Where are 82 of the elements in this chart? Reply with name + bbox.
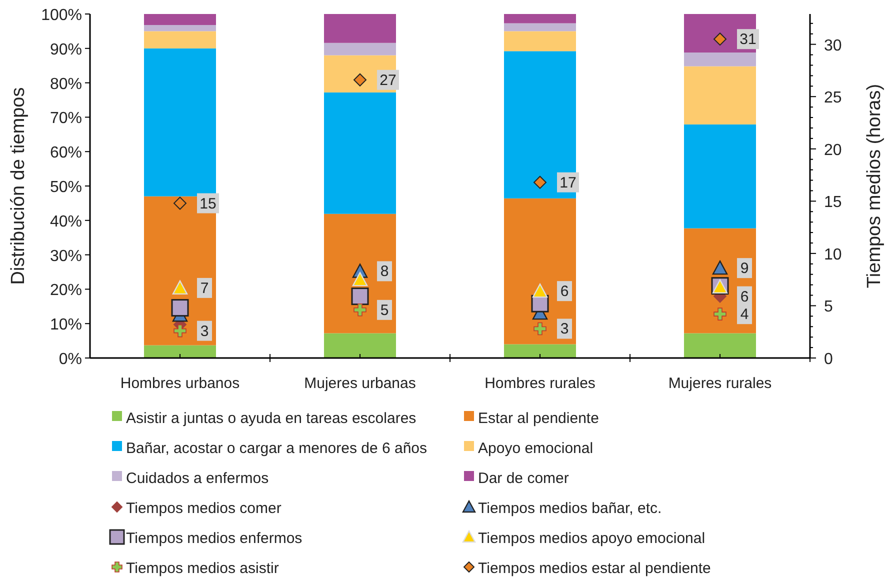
bar (504, 198, 576, 344)
bar (684, 52, 756, 66)
bar (144, 345, 216, 358)
bar (504, 51, 576, 198)
bar (504, 23, 576, 32)
bar (504, 14, 576, 24)
bar (144, 31, 216, 48)
y2-axis-title: Tiempos medios (horas) (864, 84, 885, 288)
point (174, 324, 186, 338)
legend-label: Tiempos medios comer (126, 500, 282, 517)
y-tick-label: 10% (50, 316, 82, 334)
y-tick-label: 80% (50, 76, 82, 93)
y2-tick-label: 20 (824, 142, 842, 159)
bar (144, 48, 216, 196)
bar (684, 333, 756, 358)
y2-tick-label: 10 (824, 246, 842, 264)
legend-label: Apoyo emocional (478, 440, 594, 457)
y-axis-title: Distribución de tiempos (8, 87, 29, 285)
data-label: 8 (380, 263, 389, 280)
legend-label: Tiempos medios enfermos (126, 530, 302, 547)
legend-label: Tiempos medios estar al pendiente (478, 560, 711, 577)
bar (324, 14, 396, 43)
data-label: 6 (560, 283, 569, 300)
point (714, 32, 726, 46)
data-label: 7 (200, 280, 209, 297)
point (352, 272, 368, 286)
legend-label: Cuidados a enfermos (126, 470, 269, 487)
legend-label: Tiempos medios asistir (126, 560, 279, 577)
bar (504, 31, 576, 52)
data-label: 15 (200, 195, 216, 212)
x-tick-label: Mujeres urbanas (304, 375, 416, 392)
x-tick-label: Hombres rurales (484, 375, 596, 392)
data-label: 27 (380, 72, 396, 89)
y-tick-label: 20% (50, 282, 82, 300)
bar (324, 92, 396, 214)
legend-label: Asistir a juntas o ayuda en tareas escolares (126, 410, 416, 427)
y-tick-label: 90% (50, 41, 82, 58)
point (534, 322, 546, 336)
legend-label: Dar de comer (478, 470, 569, 487)
y-tick-label: 100% (41, 7, 82, 24)
y-tick-label: 40% (50, 213, 82, 230)
y-tick-label: 70% (50, 110, 82, 128)
y-tick-label: 0% (58, 351, 82, 368)
point (174, 196, 186, 210)
y2-tick-label: 0 (824, 351, 833, 368)
y-tick-label: 50% (50, 179, 82, 196)
data-label: 17 (560, 174, 576, 192)
data-label: 5 (380, 302, 389, 319)
legend-label: Tiempos medios apoyo emocional (478, 530, 706, 547)
data-label: 4 (740, 306, 749, 324)
bar (144, 25, 216, 32)
y2-tick-label: 30 (824, 37, 842, 54)
point (171, 299, 189, 317)
data-label: 3 (200, 322, 209, 340)
legend-label: Bañar, acostar o cargar a menores de 6 años (126, 440, 428, 457)
point (532, 283, 548, 298)
y-tick-label: 30% (50, 248, 82, 265)
x-tick-label: Hombres urbanos (120, 375, 240, 392)
data-label: 6 (740, 288, 749, 306)
y2-tick-label: 15 (824, 194, 842, 212)
legend-label: Tiempos medios bañar, etc. (478, 500, 662, 517)
data-label: 31 (740, 31, 756, 48)
bar (324, 42, 396, 56)
x-tick-label: Mujeres rurales (668, 375, 772, 392)
y-tick-label: 60% (50, 144, 82, 162)
bar (324, 333, 396, 358)
bar (144, 14, 216, 26)
bar (504, 344, 576, 358)
point (354, 304, 366, 316)
data-label: 3 (560, 320, 569, 338)
point (172, 280, 188, 295)
y2-tick-label: 5 (824, 298, 833, 316)
point (534, 176, 546, 189)
bar (684, 124, 756, 228)
point (354, 73, 366, 86)
y2-tick-label: 25 (824, 90, 842, 107)
bar (684, 66, 756, 124)
legend-label: Estar al pendiente (478, 410, 599, 427)
point (351, 288, 369, 306)
point (714, 308, 726, 320)
data-label: 9 (740, 260, 749, 278)
point (712, 260, 728, 275)
